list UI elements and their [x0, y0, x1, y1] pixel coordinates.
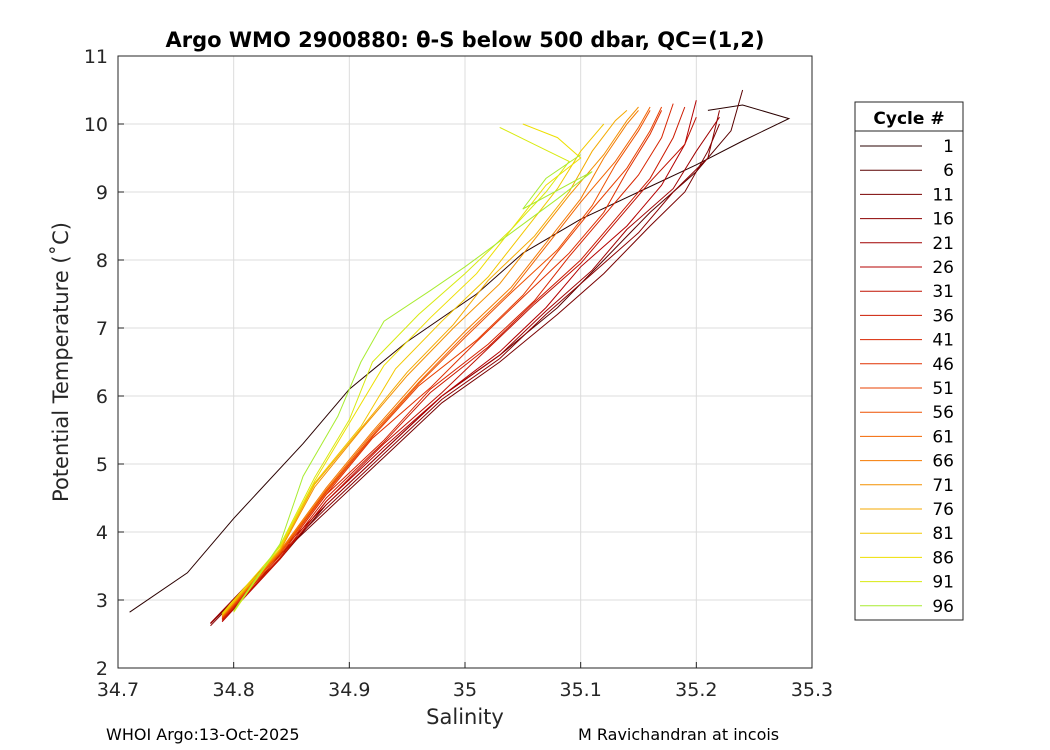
legend-label-cycle-71: 71: [932, 476, 954, 496]
y-axis-label: Potential Temperature (˚C): [49, 222, 73, 502]
y-tick-label: 10: [84, 114, 108, 136]
y-tick-label: 8: [96, 250, 108, 272]
legend-label-cycle-21: 21: [932, 234, 954, 254]
series-layer: [129, 89, 791, 627]
series-line-cycle-76: [221, 110, 628, 616]
axis-ticks: 34.7 34.8 34.9 35 35.1 35.2 35.3 2 3 4 5 6 7 8 9 10 11: [84, 46, 833, 701]
legend-label-cycle-31: 31: [932, 282, 954, 302]
legend-label-cycle-81: 81: [932, 524, 954, 544]
legend-label-cycle-16: 16: [932, 210, 954, 230]
legend: Cycle # 16111621263136414651566166717681…: [854, 101, 964, 621]
x-tick-label: 34.7: [97, 679, 139, 701]
series-line-cycle-31: [221, 117, 697, 621]
legend-label-cycle-76: 76: [932, 500, 954, 520]
series-line-cycle-1: [129, 104, 791, 613]
series-line-cycle-66: [221, 110, 639, 617]
y-tick-label: 5: [96, 454, 108, 476]
series-line-cycle-56: [221, 110, 651, 619]
legend-title: Cycle #: [873, 109, 944, 129]
legend-label-cycle-36: 36: [932, 306, 954, 326]
legend-label-cycle-61: 61: [932, 427, 954, 447]
y-tick-label: 4: [96, 522, 108, 544]
x-tick-label: 35: [453, 679, 477, 701]
series-line-cycle-81: [221, 123, 605, 616]
legend-label-cycle-56: 56: [932, 403, 954, 423]
series-line-cycle-91: [233, 126, 570, 613]
legend-label-cycle-1: 1: [943, 137, 954, 157]
series-line-cycle-36: [221, 106, 686, 621]
legend-label-cycle-11: 11: [932, 185, 954, 205]
series-line-cycle-71: [221, 106, 639, 617]
legend-label-cycle-91: 91: [932, 573, 954, 593]
chart-title: Argo WMO 2900880: θ-S below 500 dbar, QC…: [166, 28, 765, 52]
series-line-cycle-86: [221, 123, 582, 614]
x-tick-label: 34.9: [328, 679, 370, 701]
x-tick-label: 34.8: [213, 679, 255, 701]
series-line-cycle-61: [221, 106, 651, 618]
legend-label-cycle-96: 96: [932, 597, 954, 617]
x-tick-label: 35.3: [791, 679, 833, 701]
x-tick-label: 35.2: [675, 679, 717, 701]
footer-right: M Ravichandran at incois: [578, 725, 780, 744]
x-tick-label: 35.1: [560, 679, 602, 701]
legend-label-cycle-86: 86: [932, 548, 954, 568]
legend-label-cycle-41: 41: [932, 331, 954, 351]
legend-label-cycle-26: 26: [932, 258, 954, 278]
series-line-cycle-96: [233, 154, 593, 612]
series-line-cycle-51: [221, 106, 663, 619]
y-tick-label: 3: [96, 590, 108, 612]
x-axis-label: Salinity: [426, 705, 504, 729]
y-tick-label: 6: [96, 386, 108, 408]
series-line-cycle-16: [210, 110, 720, 627]
footer-left: WHOI Argo:13-Oct-2025: [106, 725, 300, 744]
series-line-cycle-21: [210, 116, 720, 624]
y-tick-label: 2: [96, 658, 108, 680]
series-line-cycle-11: [210, 123, 720, 625]
series-line-cycle-46: [221, 110, 663, 620]
legend-label-cycle-66: 66: [932, 452, 954, 472]
legend-label-cycle-46: 46: [932, 355, 954, 375]
legend-label-cycle-51: 51: [932, 379, 954, 399]
y-tick-label: 9: [96, 182, 108, 204]
y-tick-label: 11: [84, 46, 108, 68]
legend-label-cycle-6: 6: [943, 161, 954, 181]
y-tick-label: 7: [96, 318, 108, 340]
